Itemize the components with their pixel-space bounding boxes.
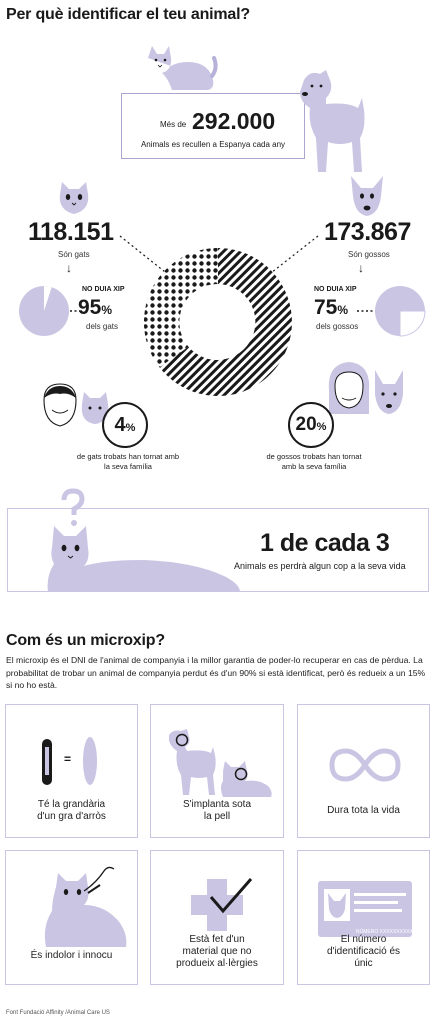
dog-no-chip-label: NO DUIA XIP [314,286,357,293]
cat-illustration-top [148,46,218,90]
lying-cat-illustration [47,526,240,592]
dog-no-chip-pie [375,286,426,337]
card-painless-caption: És indolor i innocu [30,950,113,961]
cat-no-chip-unit: % [101,303,113,317]
dog-returned-value: 20 [295,414,317,435]
cat-no-chip-label: NO DUIA XIP [82,286,125,293]
total-value: 292.000 [192,108,276,134]
cat-arrow-icon: ↓ [66,261,72,275]
card-hypoallergenic-caption: Està fet d'un material que no produeix a… [176,934,258,969]
cat-returned-circle: 4% [102,402,148,448]
section2-title: Com és un microxip? [6,632,165,649]
source-footer: Font Fundació Affinity /Animal Care US [6,1010,110,1016]
equals-sign: = [64,752,72,766]
total-prefix: Més de [160,120,187,129]
card-unique-id-caption: El número d'identificació és únic [326,934,401,969]
cat-count-label: Són gats [58,250,90,259]
dog-illustration-top [300,70,365,172]
lost-caption: Animals es perdrà algun cop a la seva vi… [234,561,406,571]
cat-returned-value: 4 [114,414,126,436]
card-lifetime-caption: Dura tota la vida [327,805,400,816]
dog-returned-circle: 20% [288,402,334,448]
dog-no-chip-caption: dels gossos [316,322,359,331]
section2-intro: El microxip és el DNI de l'animal de com… [6,655,426,690]
id-card-icon [318,881,412,937]
question-mark-icon [61,488,85,526]
card-implant: S'implanta sota la pell [150,704,284,838]
total-box: Més de 292.000 Animals es recullen a Esp… [121,93,305,159]
card-unique-id: NÚMERO XXXXXXXXXXX El número d'identific… [297,850,430,985]
dog-count-label: Són gossos [348,250,390,259]
cat-no-chip-pie [19,285,69,336]
painless-icon [44,866,127,947]
cat-count: 118.151 [28,218,114,246]
card-painless: És indolor i innocu [5,850,138,985]
cat-no-chip-percent: 95% [78,296,112,320]
dog-returned-unit: % [316,421,327,433]
dog-no-chip-percent: 75% [314,296,348,320]
card-rice-grain: = Té la grandària d'un gra d'arròs [5,704,138,838]
implant-icon [169,729,272,797]
card-hypoallergenic: Està fet d'un material que no produeix a… [150,850,284,985]
card-lifetime: Dura tota la vida [297,704,430,838]
cat-returned-caption: de gats trobats han tornat amb la seva f… [76,452,180,471]
dog-returned-caption: de gossos trobats han tornat amb la seva… [266,452,362,471]
dog-face-icon [351,176,383,216]
id-card-text: NÚMERO XXXXXXXXXXX [356,929,417,935]
card-rice-grain-caption: Té la grandària d'un gra d'arròs [37,799,106,822]
cat-returned-unit: % [125,422,136,434]
section1-title: Per què identificar el teu animal? [6,6,250,23]
cats-dogs-donut [143,247,292,396]
cat-face-icon [59,182,89,214]
dog-no-chip-value: 75 [314,296,338,319]
dog-no-chip-unit: % [337,303,349,317]
boy-and-cat-illustration [43,383,109,427]
total-caption: Animals es recullen a Espanya cada any [140,140,286,149]
hypoallergenic-icon [191,878,253,931]
dog-count: 173.867 [324,218,411,246]
card-implant-caption: S'implanta sota la pell [182,799,252,822]
lost-value: 1 de cada 3 [260,529,390,557]
rice-grain-icon [42,737,97,785]
cat-no-chip-value: 95 [78,296,102,319]
infinity-icon [329,748,401,782]
cat-no-chip-caption: dels gats [86,322,119,331]
woman-and-dog-illustration [328,362,403,414]
dog-arrow-icon: ↓ [358,261,364,275]
